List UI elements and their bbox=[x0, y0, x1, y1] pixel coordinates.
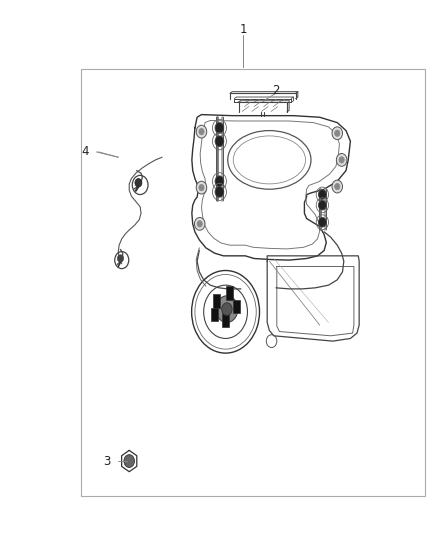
Circle shape bbox=[335, 183, 340, 190]
Text: 2: 2 bbox=[272, 84, 280, 97]
Circle shape bbox=[339, 157, 344, 163]
Circle shape bbox=[215, 136, 224, 147]
Circle shape bbox=[215, 176, 224, 187]
Circle shape bbox=[117, 255, 124, 262]
Circle shape bbox=[336, 154, 347, 166]
Text: 3: 3 bbox=[104, 455, 111, 467]
Circle shape bbox=[124, 455, 134, 467]
Circle shape bbox=[215, 123, 224, 133]
Circle shape bbox=[335, 130, 340, 136]
Circle shape bbox=[318, 190, 326, 199]
Circle shape bbox=[332, 180, 343, 193]
Text: 1: 1 bbox=[239, 23, 247, 36]
Text: 4: 4 bbox=[81, 146, 89, 158]
Bar bbox=[233, 300, 240, 313]
Circle shape bbox=[197, 221, 202, 227]
Circle shape bbox=[194, 217, 205, 230]
Bar bbox=[226, 286, 233, 300]
Circle shape bbox=[216, 296, 238, 322]
Circle shape bbox=[199, 184, 204, 191]
Circle shape bbox=[332, 127, 343, 140]
Bar bbox=[211, 308, 218, 321]
Circle shape bbox=[318, 217, 326, 227]
Circle shape bbox=[196, 181, 207, 194]
Circle shape bbox=[222, 303, 232, 316]
Circle shape bbox=[196, 125, 207, 138]
Circle shape bbox=[318, 200, 326, 210]
Circle shape bbox=[199, 128, 204, 135]
Bar bbox=[81, 69, 425, 496]
Bar bbox=[213, 294, 220, 308]
Circle shape bbox=[215, 187, 224, 197]
Bar bbox=[222, 313, 229, 327]
Circle shape bbox=[135, 179, 142, 187]
